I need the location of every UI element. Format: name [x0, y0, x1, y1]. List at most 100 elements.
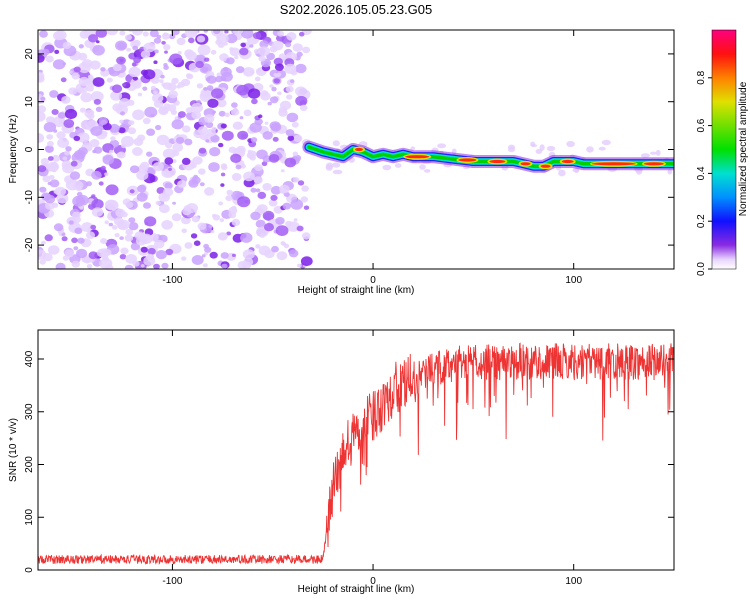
noise-blob: [38, 54, 45, 63]
noise-blob: [47, 156, 54, 161]
noise-blob: [229, 47, 234, 51]
noise-blob: [147, 247, 156, 255]
noise-blob: [75, 185, 83, 192]
noise-blob: [275, 217, 285, 225]
noise-blob: [220, 172, 226, 177]
noise-blob: [254, 164, 263, 172]
noise-blob: [546, 145, 556, 152]
noise-blob: [292, 151, 299, 157]
noise-blob: [216, 72, 222, 77]
noise-blob: [220, 67, 232, 77]
noise-blob: [203, 87, 208, 91]
noise-blob: [285, 220, 293, 228]
noise-blob: [98, 181, 104, 186]
noise-blob: [57, 112, 66, 119]
noise-blob: [39, 30, 48, 38]
noise-blob: [86, 85, 94, 92]
spectrogram-noise-field: [38, 30, 673, 269]
noise-blob: [255, 188, 261, 193]
noise-blob: [279, 184, 290, 194]
noise-blob: [161, 82, 167, 87]
noise-blob: [192, 156, 203, 165]
noise-blob: [249, 155, 256, 161]
noise-blob: [115, 40, 128, 51]
noise-blob: [276, 34, 285, 42]
noise-blob: [277, 30, 285, 37]
noise-blob: [163, 103, 171, 110]
noise-blob: [202, 263, 208, 268]
noise-blob: [274, 63, 284, 71]
noise-blob: [209, 251, 218, 259]
noise-blob: [290, 199, 304, 210]
snr-x-ticks: -100 0 100: [162, 330, 582, 587]
noise-blob: [102, 122, 112, 131]
snr-frame: [37, 329, 675, 571]
snr-x-label: Height of straight line (km): [298, 584, 415, 595]
noise-blob: [181, 256, 187, 261]
noise-blob: [181, 78, 191, 87]
noise-blob: [140, 246, 148, 253]
noise-blob: [240, 163, 247, 169]
noise-blob: [55, 262, 66, 269]
noise-blob: [184, 138, 193, 146]
noise-blob: [197, 126, 208, 135]
noise-blob: [225, 33, 238, 44]
noise-blob: [88, 34, 99, 43]
noise-blob: [293, 218, 298, 222]
colorbar-ticks: 0.0 0.2 0.4 0.6 0.8: [696, 70, 712, 276]
colorbar-tick-label: 0.2: [696, 214, 707, 228]
noise-blob: [62, 156, 68, 161]
noise-blob: [255, 219, 266, 229]
noise-blob: [237, 130, 249, 140]
noise-blob: [269, 121, 281, 131]
noise-blob: [190, 30, 199, 35]
noise-blob: [153, 60, 158, 64]
spectrogram-y-ticks: -20 -10 0 10 20: [24, 48, 674, 252]
noise-blob: [156, 187, 166, 195]
noise-blob: [264, 223, 274, 232]
noise-blob: [73, 135, 81, 142]
noise-blob: [249, 122, 262, 133]
noise-blob: [218, 110, 226, 117]
noise-blob: [99, 258, 113, 269]
noise-blob: [62, 41, 72, 50]
noise-blob: [191, 110, 202, 120]
noise-blob: [161, 193, 168, 199]
noise-blob: [258, 245, 271, 256]
snr-y-label: SNR (10 * v/v): [8, 418, 19, 482]
noise-blob: [558, 169, 566, 177]
noise-blob: [268, 154, 280, 163]
noise-blob: [284, 63, 297, 74]
noise-blob: [100, 238, 108, 244]
noise-blob: [142, 117, 151, 125]
noise-blob: [239, 47, 249, 56]
noise-blob: [219, 53, 229, 62]
noise-blob: [133, 56, 142, 64]
noise-blob: [57, 138, 70, 148]
noise-blob: [137, 134, 146, 142]
noise-blob: [77, 87, 85, 93]
noise-blob: [181, 157, 191, 165]
noise-blob: [186, 203, 198, 213]
noise-blob: [218, 201, 224, 206]
noise-blob: [226, 57, 235, 65]
y-tick-label: 300: [24, 403, 35, 420]
noise-blob: [85, 231, 96, 239]
noise-blob: [176, 37, 186, 46]
noise-blob: [220, 183, 225, 187]
noise-blob: [249, 44, 254, 48]
noise-blob: [280, 169, 285, 173]
noise-blob: [77, 237, 85, 244]
noise-blob: [38, 165, 47, 173]
noise-blob: [104, 199, 118, 211]
noise-blob: [262, 210, 275, 221]
noise-blob: [221, 130, 234, 141]
noise-blob: [287, 135, 295, 141]
noise-blob: [118, 127, 126, 134]
noise-blob: [120, 111, 125, 116]
noise-blob: [295, 95, 308, 107]
noise-blob: [71, 72, 80, 80]
noise-blob: [257, 114, 263, 119]
noise-blob: [135, 236, 147, 246]
noise-blob: [260, 91, 271, 101]
